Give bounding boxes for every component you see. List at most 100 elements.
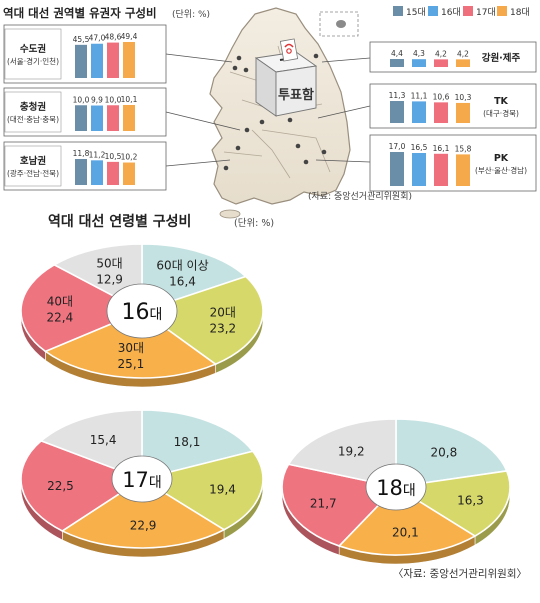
pie-slice-value: 21,7 — [310, 497, 337, 511]
legend-swatch — [393, 6, 403, 16]
connector-line — [165, 159, 231, 167]
bar — [91, 43, 103, 78]
pie-slice-value: 22,9 — [130, 519, 157, 533]
korea-map: 투표함 — [209, 7, 359, 219]
age-unit: (단위: %) — [234, 217, 274, 229]
bar-value-label: 11,2 — [89, 150, 106, 159]
pie-slice-value: 20,1 — [392, 526, 419, 540]
bar — [123, 42, 135, 78]
region-name: 강원·제주 — [482, 52, 521, 64]
age-pie: 20,8 16,3 20,1 21,7 19,2 18대 — [281, 418, 511, 565]
region-panel: 충청권(대전·충남·충북)10,0 9,9 10,0 10,1 — [3, 87, 241, 137]
regional-title: 역대 대선 권역별 유권자 구성비 — [3, 6, 157, 20]
pie-slice-label: 50대 — [96, 256, 122, 270]
connector-line — [165, 53, 233, 63]
legend-swatch — [463, 6, 473, 16]
connector-line — [321, 57, 371, 63]
bar — [75, 159, 87, 185]
city-dot — [243, 67, 249, 73]
bar-value-label: 16,1 — [433, 144, 450, 153]
bar-value-label: 49,4 — [121, 32, 138, 41]
city-dot — [295, 143, 301, 149]
bar-value-label: 10,0 — [105, 95, 122, 104]
pie-slice — [60, 478, 226, 549]
bar-value-label: 10,5 — [105, 152, 122, 161]
pie-center-badge — [365, 463, 427, 511]
legend-swatch — [428, 6, 438, 16]
bar — [434, 102, 448, 123]
bar — [456, 154, 470, 186]
bar-value-label: 10,1 — [121, 95, 138, 104]
bar — [91, 160, 103, 185]
pie-slice — [139, 450, 264, 531]
bar-value-label: 4,4 — [391, 49, 403, 58]
city-dot — [259, 119, 265, 125]
bar — [107, 105, 119, 131]
bar — [456, 59, 470, 67]
bar — [390, 101, 404, 123]
region-subtitle: (대전·충남·충북) — [7, 114, 59, 124]
bar-value-label: 4,2 — [457, 49, 469, 58]
bar — [434, 153, 448, 186]
region-panel: PK(부산·울산·경남) 17,0 16,5 16,1 15,8 — [315, 134, 537, 192]
pie-center-label: 16대 — [122, 300, 163, 325]
ulleungdo-island — [336, 20, 346, 28]
pie-slice — [20, 439, 144, 532]
bar-value-label: 10,3 — [455, 93, 472, 102]
region-subtitle: (광주·전남·전북) — [7, 168, 59, 178]
city-dot — [223, 165, 229, 171]
pie-slice-value: 19,2 — [338, 444, 365, 458]
bar — [123, 105, 135, 131]
age-pie-charts: 60대 이상 16,4 20대 23,2 30대 25,1 40대 22,4 50대 12,9 16… — [20, 243, 511, 565]
bar-value-label: 45,5 — [73, 35, 90, 44]
bar — [390, 152, 404, 186]
city-dot — [232, 65, 238, 71]
legend-label: 16대 — [441, 7, 461, 18]
regional-unit: (단위: %) — [172, 9, 210, 20]
pie-slice-value: 20,8 — [431, 446, 458, 460]
age-title: 역대 대선 연령별 구성비 — [48, 213, 191, 230]
region-panel: TK(대구·경북) 11,3 11,1 10,6 10,3 — [317, 83, 537, 129]
pie-center-badge — [106, 283, 178, 339]
pie-slice-label: 60대 이상 — [156, 259, 208, 273]
bar-value-label: 16,5 — [411, 143, 428, 152]
age-pie: 18,1 19,4 22,9 22,5 15,4 17대 — [20, 409, 264, 558]
bar — [75, 105, 87, 131]
pie-slice — [20, 263, 144, 353]
pie-slice — [395, 418, 508, 488]
bar-value-label: 11,8 — [73, 149, 90, 158]
pie-slice-value: 25,1 — [118, 357, 145, 371]
bar — [91, 105, 103, 131]
pie-slice — [140, 275, 264, 366]
bar-value-label: 11,3 — [389, 91, 406, 100]
pie-slice-label: 30대 — [118, 341, 144, 355]
ulleungdo-inset — [319, 11, 359, 37]
bar-value-label: 10,0 — [73, 95, 90, 104]
bar-value-label: 4,2 — [435, 49, 447, 58]
connector-line — [165, 111, 241, 131]
pie-slice-value: 16,4 — [169, 275, 196, 289]
bar — [456, 102, 470, 123]
region-panel: 수도권(서울·경기·인천) 45,5 47,0 48,6 49,4 — [3, 24, 233, 84]
bar-value-label: 47,0 — [89, 34, 106, 43]
legend-label: 18대 — [510, 7, 530, 18]
bar — [412, 153, 426, 186]
ballot-box-label: 투표함 — [278, 87, 314, 103]
city-dot — [321, 149, 327, 155]
region-name: 호남권 — [20, 155, 46, 167]
bar — [123, 162, 135, 185]
bar-value-label: 17,0 — [389, 142, 406, 151]
pie-slice-label: 20대 — [210, 305, 236, 319]
bar — [390, 59, 404, 67]
pie-slice — [287, 418, 397, 488]
age-pie: 60대 이상 16,4 20대 23,2 30대 25,1 40대 22,4 50대 12,9 16… — [20, 243, 264, 388]
bar — [434, 59, 448, 67]
bar — [412, 101, 426, 123]
pie-slice — [43, 310, 218, 379]
pie-slice — [39, 409, 143, 481]
pie-center-badge — [111, 455, 173, 503]
bar-value-label: 11,1 — [411, 91, 428, 100]
pie-center-number: 18 — [376, 476, 403, 500]
pie-slice-value: 22,4 — [46, 311, 73, 325]
